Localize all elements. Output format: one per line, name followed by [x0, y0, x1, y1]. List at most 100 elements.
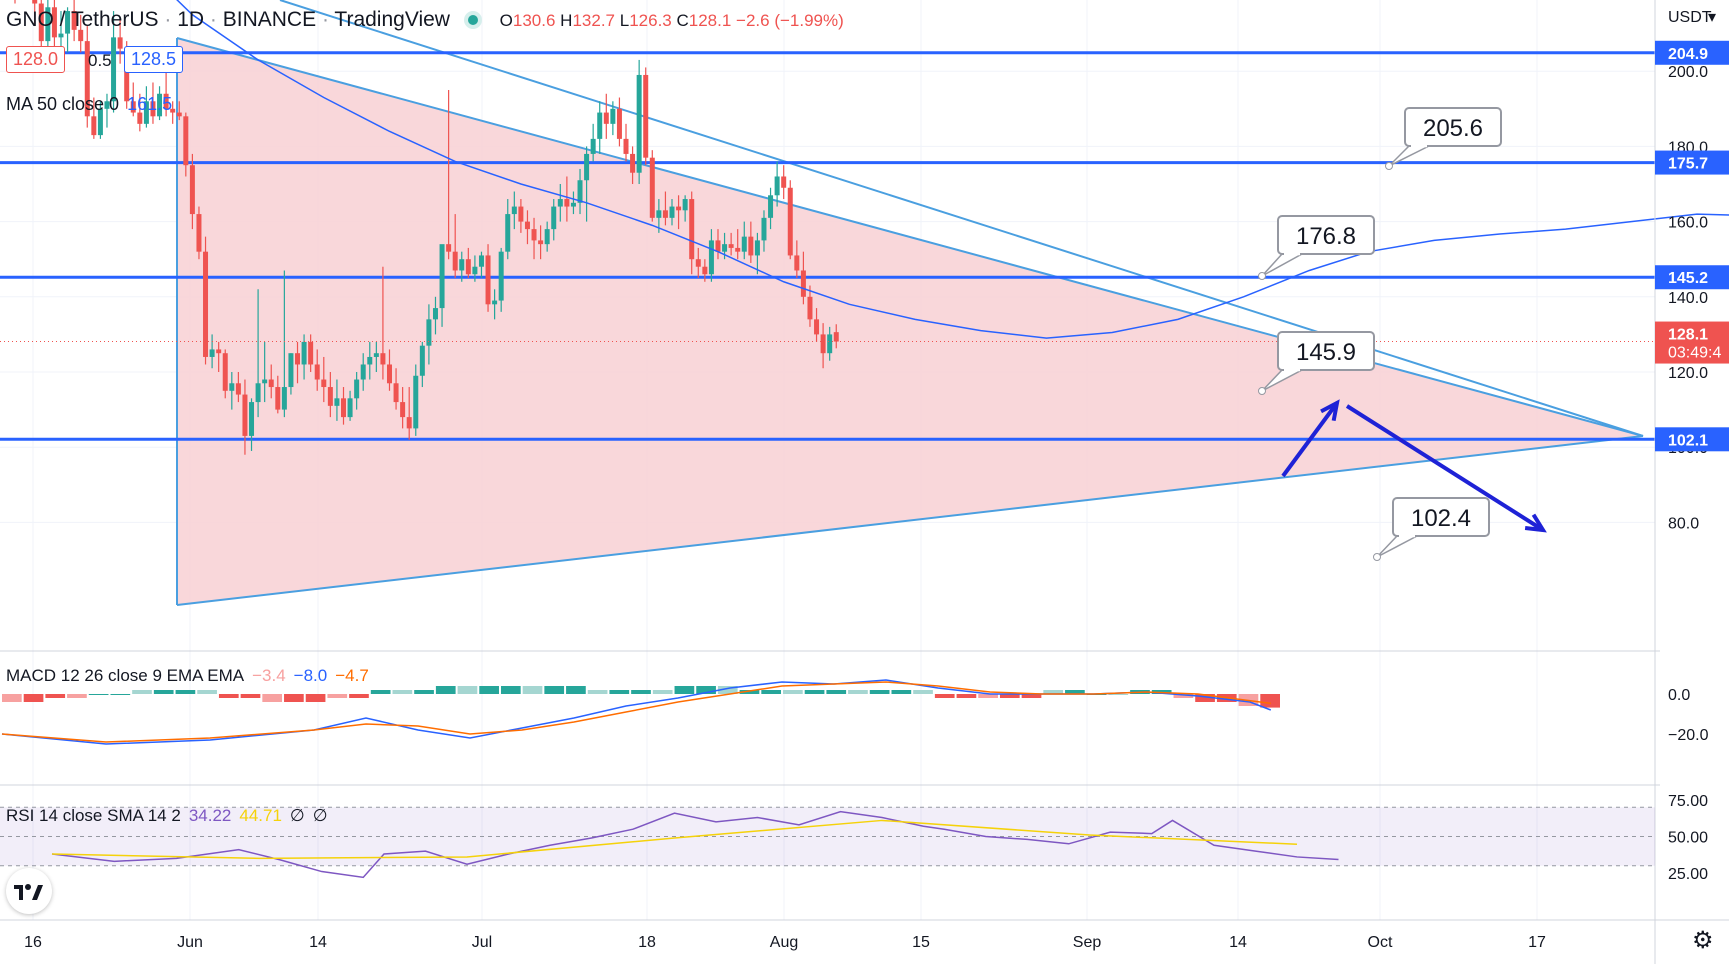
candle-body	[551, 206, 557, 230]
candle-body	[373, 353, 379, 357]
callout-anchor	[1373, 553, 1381, 561]
bid-price[interactable]: 128.0	[6, 46, 66, 73]
macd-legend[interactable]: MACD 12 26 close 9 EMA EMA −3.4 −8.0 −4.7	[6, 666, 377, 686]
candle-body	[137, 112, 143, 124]
macd-histogram-bar	[609, 690, 630, 694]
candle-body	[669, 206, 675, 218]
interval[interactable]: 1D	[177, 8, 205, 31]
candle-body	[157, 93, 163, 117]
candle-body	[111, 37, 117, 102]
price-tick-label: 80.0	[1668, 515, 1699, 532]
rsi-guides	[0, 806, 1655, 867]
candle-body	[432, 308, 438, 320]
candle-body	[478, 255, 484, 267]
rsi-legend[interactable]: RSI 14 close SMA 14 2 34.22 44.71 ∅ ∅	[6, 806, 336, 826]
macd-axis[interactable]: 0.0 −20.0	[1668, 687, 1709, 744]
time-tick-label: 18	[638, 934, 656, 951]
tradingview-logo-icon[interactable]	[6, 868, 52, 914]
candle-body	[229, 383, 235, 391]
ask-price[interactable]: 128.5	[124, 46, 184, 73]
candle-body	[189, 165, 195, 215]
triangle-pattern[interactable]	[177, 38, 1643, 605]
candle-body	[636, 74, 642, 173]
rsi-tick-label: 25.00	[1668, 866, 1708, 883]
currency-label[interactable]: USDT	[1668, 9, 1712, 26]
macd-histogram-bar	[392, 690, 413, 694]
candle-body	[630, 153, 636, 173]
candle-body	[295, 353, 301, 365]
macd-histogram-bar	[435, 686, 456, 694]
candle-body	[439, 244, 445, 309]
macd-histogram-bar	[1065, 690, 1085, 694]
time-tick-label: 14	[309, 934, 327, 951]
macd-histogram-bar	[739, 690, 760, 694]
price-callouts[interactable]: 205.6 176.8 145.9 102.4	[1258, 107, 1502, 561]
candle-body	[321, 379, 327, 388]
candle-body	[58, 33, 64, 38]
candle-body	[386, 364, 392, 384]
chevron-down-icon[interactable]: ▾	[1708, 9, 1716, 26]
price-tick-label: 120.0	[1668, 365, 1708, 382]
rsi-sma-value: 44.71	[239, 806, 282, 825]
candle-body	[544, 229, 550, 245]
candle-body	[347, 398, 353, 418]
ohlc-low: 126.3	[629, 11, 672, 30]
symbol-name[interactable]: GNO / TetherUS	[6, 8, 159, 31]
candle-body	[610, 108, 616, 124]
callout-label: 102.4	[1411, 505, 1471, 532]
callout-box	[1277, 331, 1375, 371]
candle-body	[781, 176, 787, 188]
candles	[14, 0, 839, 455]
candle-body	[616, 108, 622, 139]
candle-body	[748, 236, 754, 256]
ma-legend[interactable]: MA 50 close 0 161.5	[6, 94, 180, 115]
horizontal-levels[interactable]	[0, 51, 1655, 441]
candle-body	[203, 251, 209, 357]
candle-body	[584, 153, 590, 181]
macd-histogram-bar	[522, 686, 543, 694]
candle-body	[51, 7, 57, 38]
candle-body	[446, 244, 452, 252]
callout-box	[1277, 215, 1375, 255]
candle-body	[196, 214, 202, 252]
level-tag-bg	[1655, 427, 1729, 452]
candle-body	[590, 138, 596, 154]
time-tick-label: 17	[1528, 934, 1546, 951]
candle-body	[833, 332, 839, 342]
time-tick-label: 14	[1229, 934, 1247, 951]
macd-histogram-bar	[370, 690, 391, 694]
candle-body	[695, 259, 701, 267]
macd-histogram-bar	[284, 694, 304, 702]
candle-body	[794, 255, 800, 271]
time-axis[interactable]: 16 Jun 14 Jul 18 Aug 15 Sep 14 Oct 17	[24, 934, 1546, 951]
macd-histogram-bar	[1173, 694, 1194, 698]
settings-gear-icon[interactable]: ⚙	[1692, 927, 1714, 954]
candle-body	[183, 116, 189, 166]
candle-body	[117, 37, 123, 49]
triangle-lines[interactable]	[176, 0, 1644, 606]
candle-body	[465, 259, 471, 275]
candle-body	[735, 247, 741, 252]
candle-body	[268, 379, 274, 388]
macd-histogram-bar	[1108, 694, 1129, 695]
candle-body	[426, 319, 432, 346]
rsi-axis[interactable]: 75.00 50.00 25.00	[1668, 793, 1708, 883]
callout-anchor	[1258, 387, 1266, 395]
macd-histogram-bar	[262, 694, 283, 702]
candle-body	[209, 349, 215, 357]
macd-histogram-bar	[1021, 694, 1042, 698]
candle-body	[163, 93, 169, 109]
ma-label: MA 50 close 0	[6, 94, 120, 114]
macd-histogram-bar	[349, 694, 369, 698]
candle-body	[143, 101, 149, 124]
candle-body	[656, 210, 662, 218]
macd-histogram-bar	[1043, 690, 1064, 694]
macd-value: −8.0	[293, 666, 328, 685]
forecast-arrows[interactable]	[1281, 399, 1547, 533]
macd-histogram-bar	[696, 686, 716, 694]
macd-histogram-bar	[566, 686, 586, 694]
macd-histogram-bar	[88, 694, 109, 695]
candle-body	[327, 387, 333, 406]
